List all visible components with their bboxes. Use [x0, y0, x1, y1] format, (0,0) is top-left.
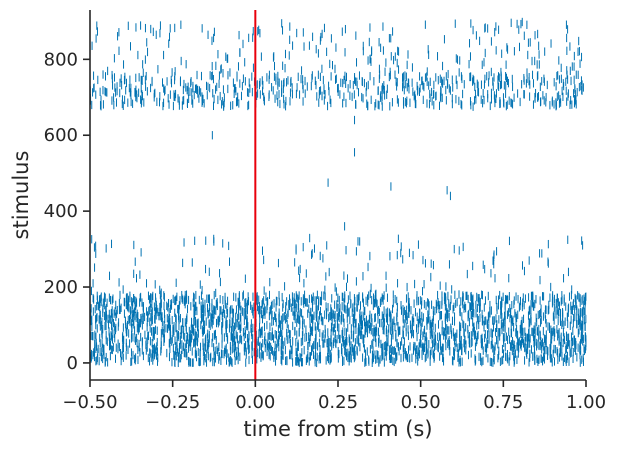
spike-raster — [89, 17, 587, 368]
y-axis-ticks: 0 200 400 600 800 — [44, 49, 90, 374]
y-tick-label: 400 — [44, 201, 78, 222]
y-tick-label: 800 — [44, 49, 78, 70]
y-tick-label: 600 — [44, 125, 78, 146]
x-tick-label: 1.00 — [566, 392, 606, 413]
x-tick-label: 0.00 — [235, 392, 275, 413]
x-tick-label: −0.25 — [145, 392, 200, 413]
y-axis-label: stimulus — [9, 151, 33, 240]
x-axis-label: time from stim (s) — [243, 417, 432, 441]
x-tick-label: −0.50 — [62, 392, 117, 413]
x-tick-label: 0.50 — [401, 392, 441, 413]
x-axis-ticks: −0.50 −0.25 0.00 0.25 0.50 0.75 1.00 — [62, 380, 606, 413]
y-tick-label: 0 — [67, 353, 78, 374]
x-tick-label: 0.25 — [318, 392, 358, 413]
x-tick-label: 0.75 — [483, 392, 523, 413]
y-tick-label: 200 — [44, 277, 78, 298]
